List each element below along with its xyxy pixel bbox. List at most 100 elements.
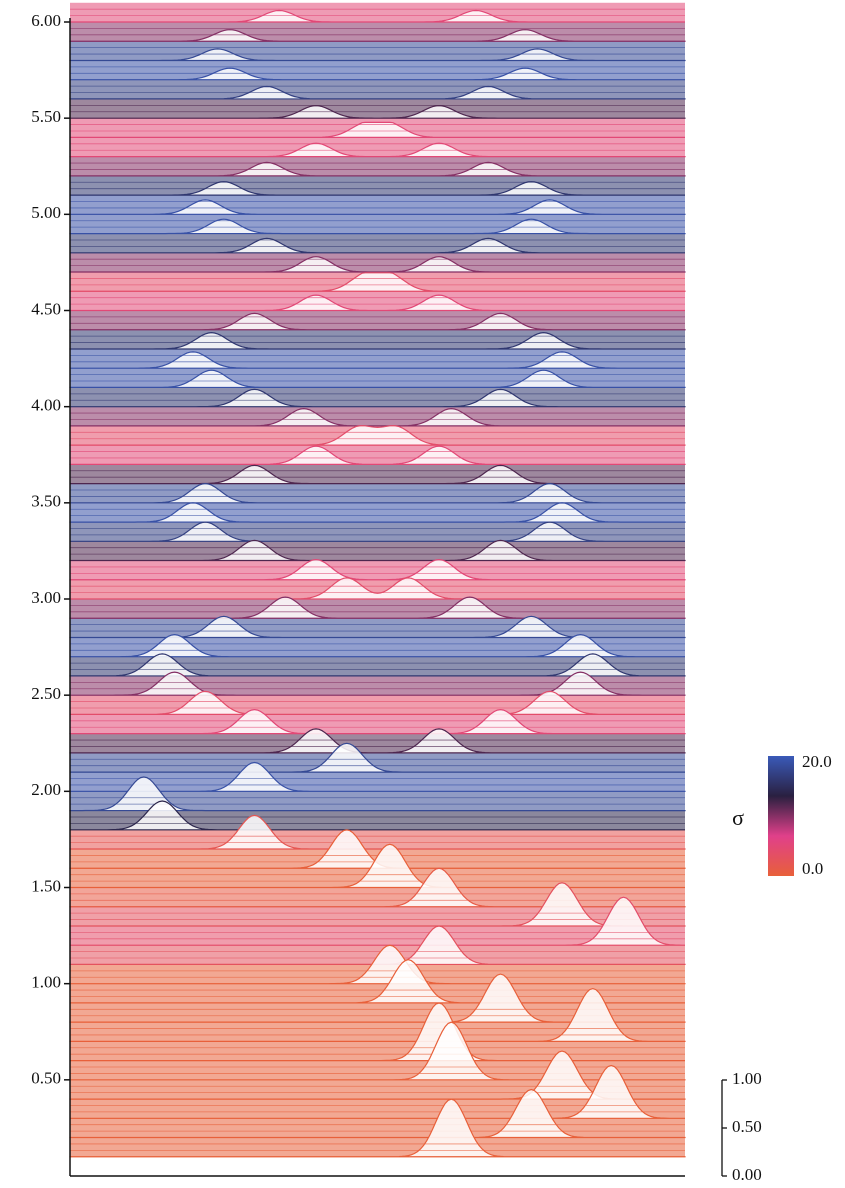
trace: [69, 424, 686, 446]
sigma-band: [70, 522, 685, 542]
sigma-band: [70, 98, 685, 119]
sigma-band: [70, 925, 685, 946]
trace: [69, 272, 686, 292]
trace: [70, 67, 685, 81]
y-tick-label: 6.00: [31, 11, 61, 30]
sigma-band: [70, 502, 685, 523]
y-tick-label: 1.00: [31, 973, 61, 992]
trace: [70, 407, 685, 427]
trace: [69, 671, 686, 696]
sigma-band: [70, 560, 685, 581]
trace: [69, 653, 686, 677]
trace: [70, 9, 685, 23]
trace: [70, 294, 685, 312]
trace: [70, 896, 685, 946]
y-tick-label: 4.50: [31, 299, 61, 318]
trace: [70, 742, 685, 773]
sigma-band: [70, 41, 685, 61]
traces: [69, 2, 686, 1158]
trace: [70, 843, 685, 889]
trace: [69, 369, 686, 389]
sigma-band: [70, 175, 685, 196]
trace: [69, 218, 686, 235]
trace: [70, 237, 685, 254]
sigma-band: [70, 579, 685, 600]
sigma-band: [70, 752, 685, 773]
trace: [69, 502, 686, 523]
trace: [69, 48, 686, 62]
colorbar-label: σ: [732, 805, 744, 830]
trace: [69, 105, 686, 119]
trace: [69, 987, 686, 1042]
trace: [69, 1021, 686, 1081]
y-tick-label: 3.00: [31, 588, 61, 607]
sigma-band: [70, 983, 685, 1004]
sigma-band: [70, 156, 685, 177]
sigma-band: [70, 1022, 685, 1042]
sigma-band: [70, 406, 685, 427]
trace: [69, 312, 686, 331]
y-tick-label: 5.00: [31, 203, 61, 222]
trace: [69, 882, 686, 927]
sigma-band: [70, 214, 685, 235]
sigma-band: [70, 1118, 685, 1139]
sigma-band: [70, 387, 685, 408]
sigma-band: [70, 829, 685, 850]
colorbar-tick-label: 0.0: [802, 859, 823, 878]
y-tick-label: 4.00: [31, 396, 61, 415]
sigma-band: [70, 1041, 685, 1062]
sigma-band: [70, 445, 685, 465]
sigma-band: [70, 2, 685, 23]
y-tick-label: 3.50: [31, 492, 61, 511]
sigma-band: [70, 810, 685, 831]
sigma-band: [70, 368, 685, 388]
sigma-band: [70, 599, 685, 619]
sigma-band: [70, 541, 685, 562]
trace: [70, 577, 685, 600]
sigma-band: [70, 348, 685, 369]
trace: [69, 728, 686, 754]
trace: [69, 256, 686, 273]
sigma-band: [70, 137, 685, 158]
trace: [69, 1050, 686, 1100]
sigma-band: [70, 675, 685, 696]
sigma-band: [70, 695, 685, 715]
sigma-band: [70, 1137, 685, 1158]
sigma-band: [70, 291, 685, 311]
trace: [69, 142, 686, 158]
trace: [69, 867, 686, 908]
sigma-band: [70, 733, 685, 754]
y-tick-label: 1.50: [31, 876, 61, 895]
trace: [70, 633, 685, 658]
sigma-band: [70, 252, 685, 273]
sigma-band: [70, 60, 685, 81]
y-tick-label: 0.50: [31, 1069, 61, 1088]
trace: [70, 351, 685, 369]
trace: [70, 181, 685, 196]
trace: [69, 1088, 686, 1139]
trace: [69, 776, 686, 812]
sigma-band: [70, 618, 685, 638]
trace: [69, 199, 686, 215]
trace: [69, 482, 686, 504]
trace: [69, 944, 686, 985]
sigma-band: [70, 464, 685, 485]
trace: [69, 29, 686, 42]
trace: [70, 800, 685, 831]
trace: [69, 388, 686, 408]
trace: [70, 464, 685, 485]
trace: [69, 596, 686, 619]
sigma-band: [70, 656, 685, 677]
trace: [69, 1098, 686, 1158]
scale-tick-label: 1.00: [732, 1069, 762, 1088]
sigma-band: [70, 310, 685, 331]
y-tick-label: 2.50: [31, 684, 61, 703]
y-tick-label: 2.00: [31, 780, 61, 799]
sigma-band: [70, 22, 685, 42]
colorbar-tick-label: 20.0: [802, 752, 832, 771]
trace: [69, 331, 686, 350]
trace: [70, 690, 685, 715]
trace: [70, 1002, 685, 1062]
scale-tick-label: 0.00: [732, 1165, 762, 1183]
